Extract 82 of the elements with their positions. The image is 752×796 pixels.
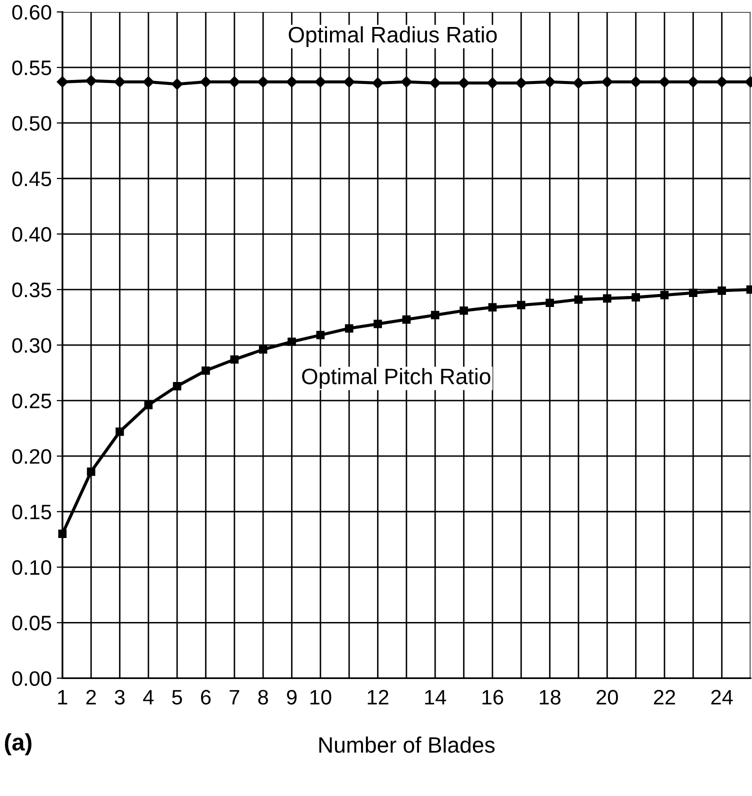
point	[716, 76, 728, 88]
annotation: Optimal Radius Ratio	[288, 26, 497, 47]
point	[86, 467, 96, 476]
point	[516, 77, 527, 89]
y-tick-label: 0.30	[12, 338, 52, 353]
point	[660, 290, 669, 300]
point	[228, 76, 240, 88]
point	[142, 76, 154, 88]
x-tick-label: 3	[114, 690, 125, 705]
x-tick-label: 1	[58, 690, 68, 704]
x-tick-label: 18	[540, 690, 560, 705]
y-tick-label: 0.55	[12, 60, 52, 76]
point	[344, 76, 355, 88]
point	[56, 76, 68, 88]
point	[144, 400, 153, 410]
point	[572, 77, 584, 89]
x-tick-label: 14	[425, 690, 446, 704]
point	[460, 306, 468, 315]
point	[488, 303, 497, 312]
x-tick-label: 5	[172, 690, 182, 705]
x-tick-label: 7	[230, 690, 240, 704]
point	[202, 366, 210, 375]
point	[114, 76, 126, 88]
point	[258, 345, 268, 354]
y-tick-label: 0.25	[12, 394, 52, 408]
y-tick-label: 0.20	[12, 449, 52, 464]
y-tick-label: 0.45	[12, 172, 52, 186]
point	[402, 315, 411, 324]
point	[314, 76, 326, 88]
point	[171, 78, 183, 90]
point	[400, 76, 412, 88]
point	[286, 76, 298, 88]
point	[718, 286, 726, 295]
x-axis-title: Number of Blades	[319, 736, 495, 753]
point	[516, 300, 526, 310]
point	[116, 428, 124, 436]
x-tick-label: 22	[654, 690, 676, 704]
point	[288, 338, 296, 346]
point	[258, 76, 269, 88]
point	[430, 310, 440, 320]
y-tick-label: 0.35	[12, 282, 52, 298]
point	[374, 320, 382, 328]
point	[632, 293, 640, 302]
point	[658, 76, 670, 88]
point	[486, 77, 498, 89]
x-tick-label: 8	[258, 690, 268, 705]
point	[430, 77, 441, 89]
point	[85, 75, 97, 86]
x-tick-label: 6	[201, 690, 211, 705]
y-tick-label: 0.50	[12, 116, 52, 131]
point	[688, 76, 699, 88]
point	[602, 76, 613, 88]
point	[574, 295, 583, 304]
x-tick-label: 20	[596, 690, 618, 705]
point	[546, 298, 554, 308]
x-tick-label: 16	[482, 690, 504, 705]
y-tick-label: 0.05	[12, 616, 52, 630]
x-tick-label: 2	[86, 690, 96, 704]
text: (a)	[4, 733, 32, 756]
point	[602, 294, 612, 303]
point	[544, 76, 556, 88]
x-tick-label: 24	[711, 690, 733, 704]
point	[200, 76, 212, 88]
point	[316, 330, 325, 340]
y-tick-label: 0.15	[12, 504, 52, 520]
y-tick-label: 0.40	[12, 227, 52, 242]
point	[688, 288, 698, 298]
point	[372, 77, 384, 89]
point	[344, 324, 354, 333]
x-tick-label: 4	[143, 690, 154, 704]
point	[172, 382, 182, 390]
y-tick-label: 0.10	[12, 560, 52, 575]
y-tick-label: 0.00	[12, 671, 52, 686]
point	[58, 530, 67, 538]
x-tick-label: 9	[286, 690, 297, 705]
x-tick-label: 12	[368, 690, 388, 704]
y-tick-label: 0.60	[12, 4, 52, 20]
point	[458, 77, 470, 89]
point	[230, 355, 239, 364]
point	[630, 76, 642, 88]
x-tick-label: 10	[310, 690, 332, 705]
annotation: Optimal Pitch Ratio	[302, 368, 490, 389]
